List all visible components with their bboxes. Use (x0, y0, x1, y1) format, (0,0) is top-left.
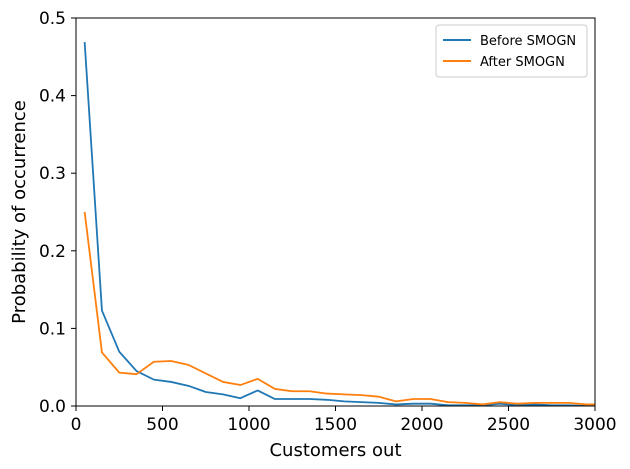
y-tick-label: 0.3 (39, 164, 66, 184)
x-axis-label: Customers out (269, 440, 401, 461)
x-tick-label: 1000 (227, 415, 270, 435)
legend: Before SMOGN After SMOGN (435, 24, 588, 78)
x-tick-label: 1500 (314, 415, 357, 435)
x-tick-label: 500 (146, 415, 178, 435)
series-layer (83, 42, 595, 406)
y-tick-label: 0.4 (39, 87, 66, 107)
legend-label: After SMOGN (480, 55, 565, 70)
x-tick-label: 3000 (573, 415, 616, 435)
series-line-1 (83, 42, 595, 406)
y-tick-label: 0.1 (39, 319, 66, 339)
x-tick-label: 2000 (400, 415, 443, 435)
y-axis: 0.0 0.1 0.2 0.3 0.4 0.5 (39, 9, 76, 417)
x-tick-label: 2500 (487, 415, 530, 435)
x-axis: 0 500 1000 1500 2000 2500 3000 (71, 406, 617, 435)
y-axis-label: Probability of occurrence (9, 100, 30, 324)
y-tick-label: 0.0 (39, 397, 66, 417)
legend-box (435, 24, 588, 78)
x-tick-label: 0 (71, 415, 82, 435)
legend-label: Before SMOGN (480, 34, 576, 49)
y-tick-label: 0.2 (39, 242, 66, 262)
series-line-2 (83, 211, 595, 406)
y-tick-label: 0.5 (39, 9, 66, 29)
